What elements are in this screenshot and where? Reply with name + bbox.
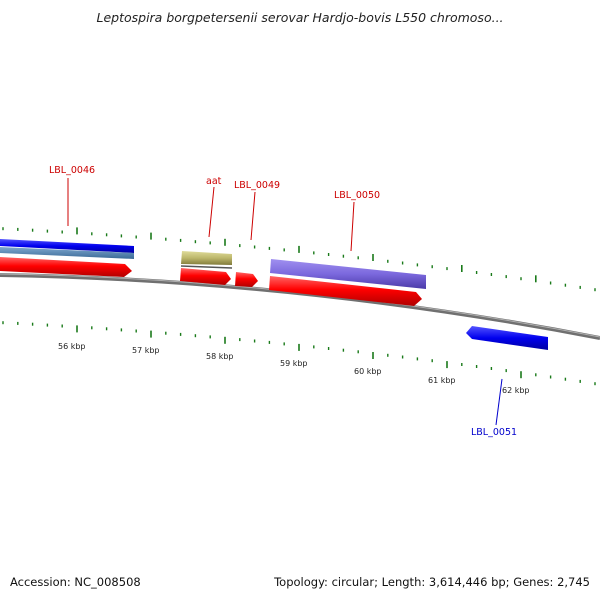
- gene-aat-arrow[interactable]: [180, 268, 231, 285]
- topology-stats: Topology: circular; Length: 3,614,446 bp…: [274, 575, 590, 589]
- tick-labels: 56 kbp 57 kbp 58 kbp 59 kbp 60 kbp 61 kb…: [58, 342, 530, 395]
- gene-label-aat[interactable]: aat: [206, 176, 222, 187]
- cds-lbl0046-blue[interactable]: [0, 239, 134, 253]
- gene-label-lbl0049[interactable]: LBL_0049: [234, 180, 280, 191]
- gene-lbl0046-arrow[interactable]: [0, 257, 132, 277]
- accession-label: Accession: NC_008508: [10, 575, 141, 589]
- gene-label-lbl0046[interactable]: LBL_0046: [49, 165, 95, 176]
- gene-label-lbl0051[interactable]: LBL_0051: [471, 427, 517, 438]
- feature-aat-underline: [180, 265, 233, 269]
- tick-label-57kbp: 57 kbp: [132, 346, 160, 355]
- tick-label-59kbp: 59 kbp: [280, 359, 308, 368]
- tick-label-62kbp: 62 kbp: [502, 386, 530, 395]
- gene-lbl0050-arrow[interactable]: [269, 276, 422, 306]
- gene-lbl0051-arrow[interactable]: [466, 326, 548, 350]
- tick-label-60kbp: 60 kbp: [354, 367, 382, 376]
- feature-aat-khaki[interactable]: [181, 251, 232, 265]
- gene-label-lbl0050[interactable]: LBL_0050: [334, 190, 380, 201]
- tick-label-61kbp: 61 kbp: [428, 376, 456, 385]
- tick-label-58kbp: 58 kbp: [206, 352, 234, 361]
- map-title: Leptospira borgpetersenii serovar Hardjo…: [96, 10, 504, 25]
- upper-tick-row: [2, 227, 596, 292]
- leader-lbl0049: [250, 191, 256, 241]
- lower-tick-row: [2, 321, 596, 386]
- cds-lbl0046-steel[interactable]: [0, 247, 134, 259]
- cds-lbl0050-purple[interactable]: [270, 259, 426, 289]
- leader-lbl0050: [350, 201, 355, 252]
- leader-aat: [208, 186, 215, 238]
- gene-lbl0049-arrow[interactable]: [235, 272, 258, 287]
- tick-label-56kbp: 56 kbp: [58, 342, 86, 351]
- leader-lbl0051: [495, 378, 503, 426]
